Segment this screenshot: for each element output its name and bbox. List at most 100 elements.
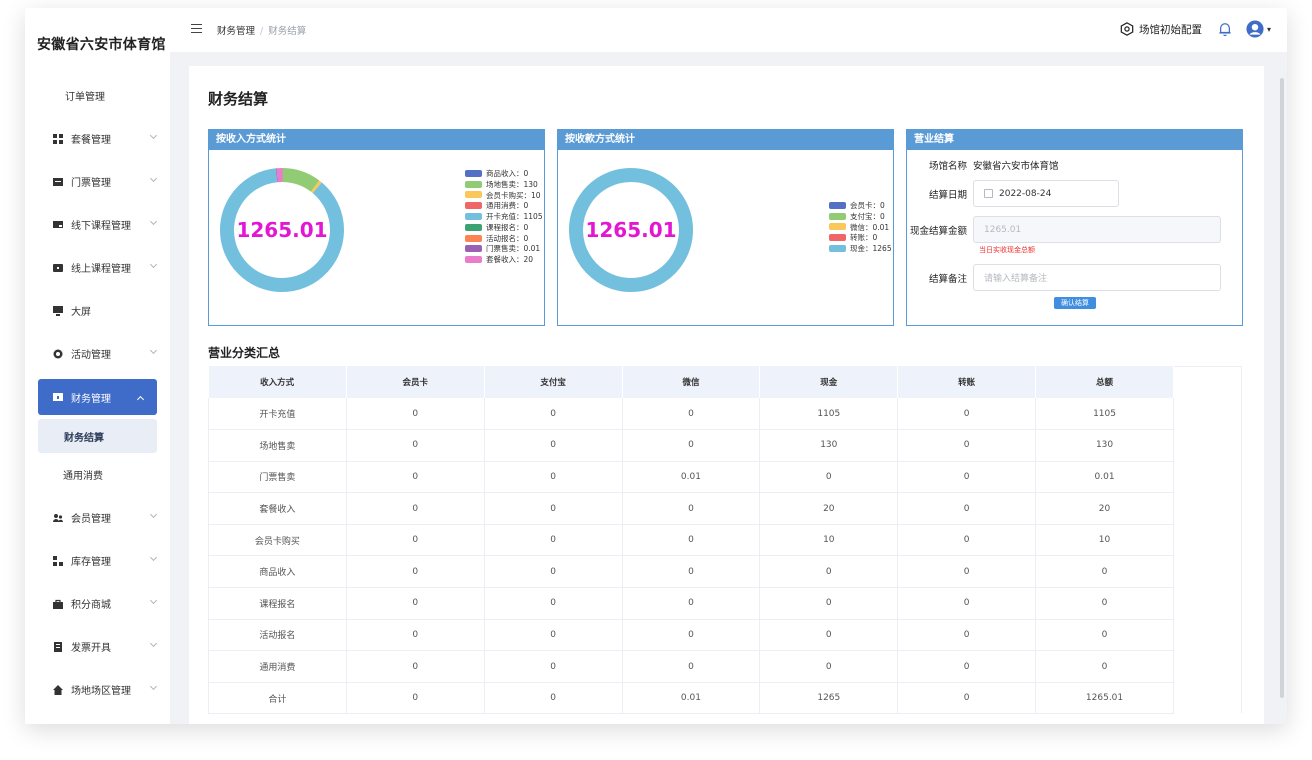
sidebar-item-7[interactable]: 财务管理 xyxy=(38,379,157,415)
cash-amount-field[interactable]: 1265.01 xyxy=(973,216,1221,243)
chevron-down-icon xyxy=(149,553,158,562)
table-row-label: 场地售卖 xyxy=(208,429,347,462)
table-cell: 0 xyxy=(897,429,1037,462)
table-row-label: 通用消费 xyxy=(208,650,347,683)
settlement-date-picker[interactable]: 2022-08-24 xyxy=(973,180,1119,207)
legend-item[interactable]: 微信：0.01 xyxy=(829,222,892,233)
legend-item[interactable]: 转账：0 xyxy=(829,232,892,243)
legend-item[interactable]: 会员卡：0 xyxy=(829,200,892,211)
legend-label: 微信：0.01 xyxy=(850,222,890,232)
payment-panel: 按收款方式统计 1265.01 会员卡：0 支付宝：0 微信：0.01 转账：0 现金：… xyxy=(557,129,894,326)
legend-item[interactable]: 活动报名：0 xyxy=(465,233,543,244)
breadcrumb-root[interactable]: 财务管理 xyxy=(217,26,256,37)
sidebar-item-11[interactable]: 库存管理 xyxy=(25,539,170,582)
table-cell: 0.01 xyxy=(622,682,761,715)
legend-item[interactable]: 场地售卖：130 xyxy=(465,179,543,190)
table-cell: 0 xyxy=(622,650,761,683)
legend-item[interactable]: 现金：1265 xyxy=(829,243,892,254)
table-cell: 0 xyxy=(897,587,1037,620)
sidebar-item-5[interactable]: 大屏 xyxy=(25,289,170,332)
donut-slice[interactable] xyxy=(569,168,693,292)
page-scrollbar[interactable] xyxy=(1280,78,1284,698)
sidebar-item-10[interactable]: 会员管理 xyxy=(25,496,170,539)
date-row: 结算日期 2022-08-24 xyxy=(907,180,1119,207)
venue-config-label: 场馆初始配置 xyxy=(1138,23,1202,36)
main-content: 财务结算 按收入方式统计 1265.01 商品收入：0 场地售卖：130 会员卡购买… xyxy=(189,66,1264,724)
sidebar-item-1[interactable]: 套餐管理 xyxy=(25,117,170,160)
donut-slice[interactable] xyxy=(281,168,320,192)
table-cell: 0 xyxy=(346,429,485,462)
legend-item[interactable]: 门票售卖：0.01 xyxy=(465,244,543,255)
table-cell: 0 xyxy=(346,682,485,715)
legend-item[interactable]: 商品收入：0 xyxy=(465,168,543,179)
chevron-up-icon xyxy=(136,395,145,404)
legend-item[interactable]: 套餐收入：20 xyxy=(465,254,543,265)
summary-title: 营业分类汇总 xyxy=(208,346,281,360)
legend-item[interactable]: 开卡充值：1105 xyxy=(465,211,543,222)
table-row-label: 商品收入 xyxy=(208,555,347,589)
legend-swatch xyxy=(829,245,846,253)
sidebar-item-14[interactable]: 场地场区管理 xyxy=(25,668,170,711)
sidebar-item-label: 线上课程管理 xyxy=(71,264,131,275)
table-row: 合计 0 0 0.01 1265 0 1265.01 xyxy=(208,682,1174,715)
legend-label: 套餐收入：20 xyxy=(486,255,534,265)
summary-table: 收入方式 会员卡 支付宝 微信 现金 转账 总额 开卡充值 0 0 0 1105 0 1105 场地售卖 0… xyxy=(208,366,1174,715)
donut-slice[interactable] xyxy=(310,180,322,194)
sidebar-item-2[interactable]: 门票管理 xyxy=(25,160,170,203)
avatar-caret-icon[interactable]: ▾ xyxy=(1266,24,1271,34)
table-cell: 1105 xyxy=(1035,398,1174,431)
sidebar-item-4[interactable]: 线上课程管理 xyxy=(25,246,170,289)
settlement-date-value: 2022-08-24 xyxy=(999,188,1052,199)
legend-swatch xyxy=(829,234,846,242)
table-header-cell: 收入方式 xyxy=(208,366,347,398)
donut-slice[interactable] xyxy=(220,168,344,292)
table-row-label: 开卡充值 xyxy=(208,398,347,431)
table-cell: 0 xyxy=(897,650,1037,683)
chevron-down-icon xyxy=(149,260,158,269)
table-cell: 0 xyxy=(346,524,485,557)
table-cell: 0 xyxy=(897,682,1037,715)
table-cell: 20 xyxy=(1035,492,1174,525)
table-cell: 0 xyxy=(897,461,1037,494)
bell-icon[interactable] xyxy=(1218,21,1232,37)
calendar-icon xyxy=(984,189,993,198)
grid-icon xyxy=(53,133,63,144)
confirm-settlement-button[interactable]: 确认结算 xyxy=(1054,297,1096,309)
sidebar-item-label: 通用消费 xyxy=(63,471,103,482)
table-row: 开卡充值 0 0 0 1105 0 1105 xyxy=(208,398,1174,431)
payment-legend: 会员卡：0 支付宝：0 微信：0.01 转账：0 现金：1265 xyxy=(829,200,892,254)
legend-swatch xyxy=(465,202,482,210)
sidebar-item-0[interactable]: 订单管理 xyxy=(25,74,170,117)
table-cell: 0 xyxy=(759,619,899,652)
user-avatar-icon[interactable] xyxy=(1246,20,1264,38)
table-cell: 10 xyxy=(759,524,899,557)
sidebar-item-label: 门票管理 xyxy=(71,178,111,189)
sidebar-subitem-9[interactable]: 通用消费 xyxy=(25,453,170,496)
legend-swatch xyxy=(465,223,482,231)
sidebar-item-13[interactable]: 发票开具 xyxy=(25,625,170,668)
sidebar-subitem-8[interactable]: 财务结算 xyxy=(38,419,157,453)
table-header-cell: 会员卡 xyxy=(346,366,485,398)
sidebar-item-3[interactable]: 线下课程管理 xyxy=(25,203,170,246)
sidebar-item-6[interactable]: 活动管理 xyxy=(25,332,170,375)
table-row: 商品收入 0 0 0 0 0 0 xyxy=(208,555,1174,589)
menu-toggle-icon[interactable] xyxy=(191,24,202,33)
legend-label: 场地售卖：130 xyxy=(486,179,538,189)
legend-item[interactable]: 会员卡购买：10 xyxy=(465,190,543,201)
table-cell: 0 xyxy=(897,524,1037,557)
table-cell: 0 xyxy=(484,524,623,557)
legend-item[interactable]: 课程报名：0 xyxy=(465,222,543,233)
breadcrumb: 财务管理 / 财务结算 xyxy=(217,23,306,37)
legend-item[interactable]: 通用消费：0 xyxy=(465,200,543,211)
table-cell: 0 xyxy=(346,619,485,652)
venue-config-button[interactable]: 场馆初始配置 xyxy=(1120,22,1202,37)
wallet-icon xyxy=(53,392,63,402)
invoice-icon xyxy=(53,641,63,652)
chevron-down-icon xyxy=(149,639,158,648)
legend-item[interactable]: 支付宝：0 xyxy=(829,211,892,222)
remark-label: 结算备注 xyxy=(928,273,967,285)
remark-input[interactable]: 请输入结算备注 xyxy=(973,264,1221,291)
table-cell: 0 xyxy=(759,555,899,589)
table-row-label: 活动报名 xyxy=(208,619,347,652)
sidebar-item-12[interactable]: 积分商城 xyxy=(25,582,170,625)
